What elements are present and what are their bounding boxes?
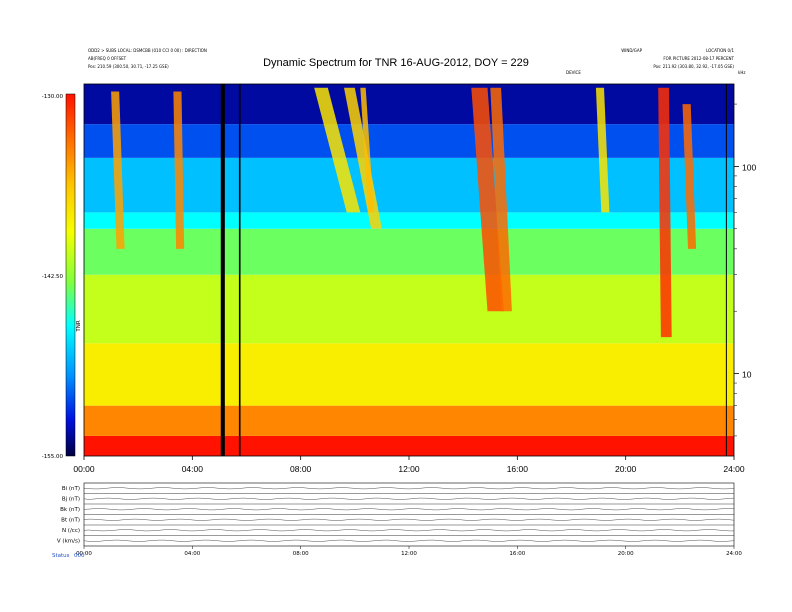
status-label: Status [52,553,70,559]
background-band [84,228,734,275]
radio-burst [471,87,504,312]
data-gap [725,84,727,456]
x-axis: 00:00 04:00 08:00 12:00 16:00 20:00 24:00 [73,456,745,474]
data-gap [220,84,225,456]
lower-panel-label: Bi (nT) [62,486,80,492]
header-right-line1: WIND/GAP [621,48,642,53]
lower-x-tick-label: 08:00 [293,551,309,557]
lower-panel-trace [83,529,734,532]
background-band [84,274,734,344]
radio-burst [314,87,361,213]
data-gap-lines [220,84,727,456]
colorbar-label: TNR [76,320,82,332]
colorbar [65,93,76,457]
lower-x-tick-label: 16:00 [509,551,525,557]
x-tick-label: 20:00 [615,464,637,474]
lower-panels: Bi (nT) Bj (nT) Bk (nT) Bt (nT) N (/cc) V (km… [52,482,742,559]
background-band [84,84,734,125]
lower-x-tick-label: 20:00 [618,551,634,557]
x-tick-label: 24:00 [723,464,745,474]
header-left-line3: Pos: 210.59 (300.50, 30.71, -17.25 GSE) [88,64,169,69]
radio-burst [682,104,697,249]
lower-x-tick-label: 04:00 [184,551,200,557]
lower-x-tick-label: 24:00 [726,551,742,557]
y-unit-label: kHz [738,70,746,75]
lower-panel-trace [83,487,735,490]
background-band [84,157,734,213]
status-value: 000 [74,553,85,559]
radio-burst [360,87,374,213]
background-band [84,212,734,229]
header-left-line2: AB(FREQ 0 OFFSET [88,56,127,61]
lower-panel-trace [83,497,735,500]
x-tick-label: 00:00 [73,464,95,474]
x-tick-label: 08:00 [290,464,312,474]
colorbar-tick-bottom: -155.00 [42,454,64,460]
lower-panel-label: Bj (nT) [62,496,80,502]
radio-burst [658,87,672,338]
spectrogram-cells [84,84,734,456]
y-axis: 10 100 [734,103,756,437]
background-band [84,405,734,436]
y-tick-label: 100 [742,162,756,172]
x-tick-label: 12:00 [398,464,420,474]
radio-burst [111,91,125,249]
background-band [84,124,734,158]
y-tick-label: 10 [742,370,752,380]
header-right-line3: Pos: 211.92 (303.80, 32.92, -17.05 GSE) [653,64,734,69]
colorbar-tick-mid: -142.50 [42,274,64,280]
lower-x-tick-label: 00:00 [76,551,92,557]
lower-panel-trace [83,539,735,542]
header-left-line1: ODD2 > SUBS LOCAL: DSMCBB (010 CCI 0 00)… [88,48,207,53]
colorbar-tick-top: -130.00 [42,94,64,100]
lower-panel-trace [83,518,735,521]
lower-panel-label: Bk (nT) [60,507,80,513]
radio-burst [490,87,512,312]
x-tick-label: 16:00 [507,464,529,474]
lower-x-tick-label: 12:00 [401,551,417,557]
lower-panel-label: Bt (nT) [61,517,80,523]
x-tick-label: 04:00 [182,464,204,474]
background-band [84,343,734,406]
header-mid-small: DEVICE [566,70,581,75]
lower-panel-label: V (km/s) [57,538,80,544]
radio-burst [173,91,185,249]
radio-burst [595,87,610,213]
data-gap [238,84,241,456]
header-right-corner: LOCATION 0/1 [706,48,734,53]
lower-panel-label: N (/cc) [62,528,80,534]
chart-title: Dynamic Spectrum for TNR 16-AUG-2012, DO… [263,57,529,69]
header-right-line2: FOR PICTURE 2012-08-17 PERCENT [663,56,734,61]
background-band [84,435,734,456]
lower-panel-trace [83,508,735,511]
